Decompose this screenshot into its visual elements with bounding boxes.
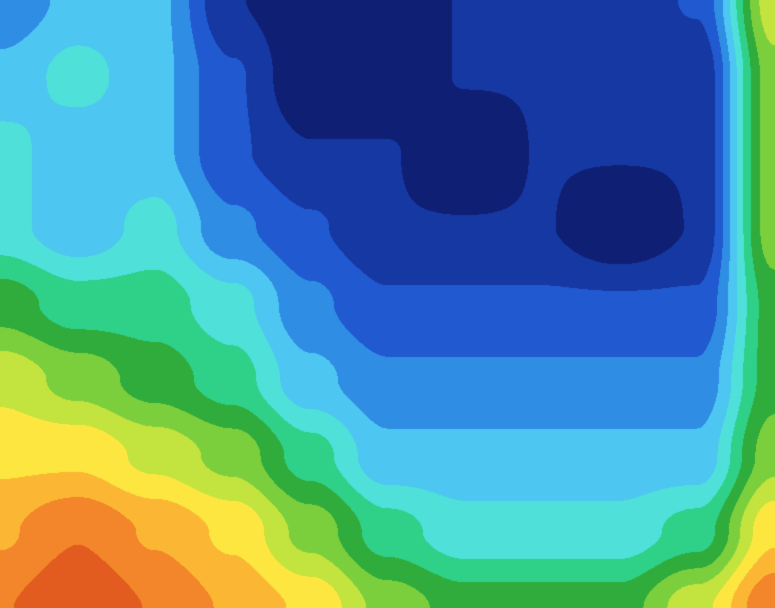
contour-heatmap	[0, 0, 775, 608]
